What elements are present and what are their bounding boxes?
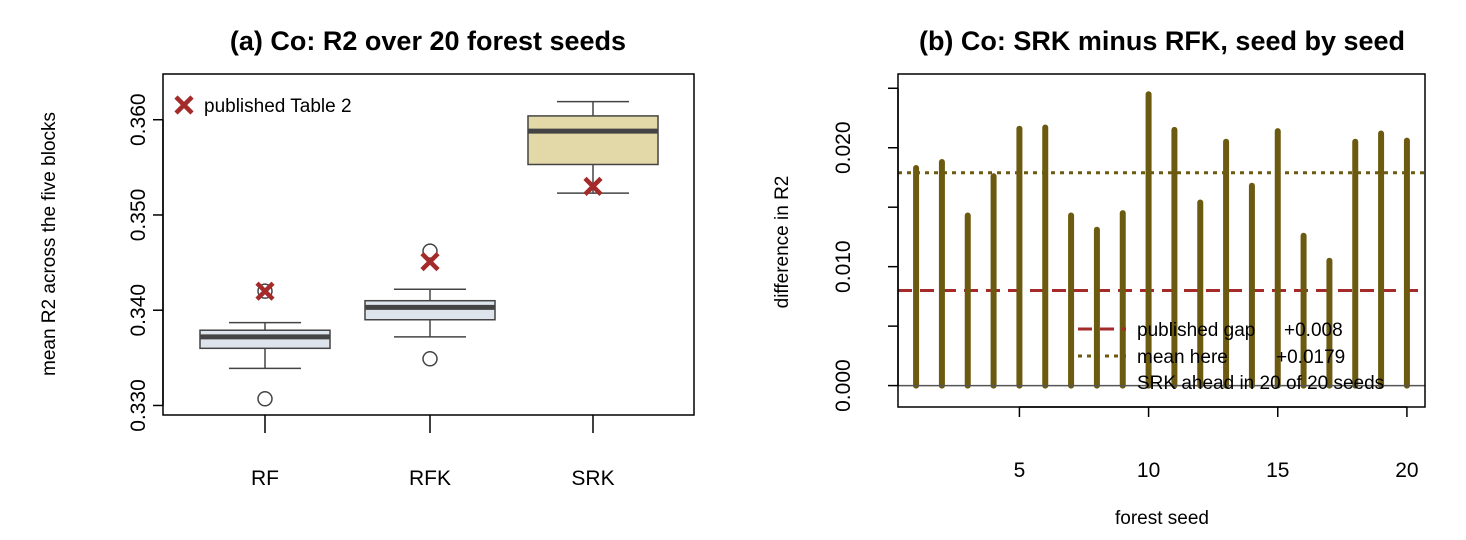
- panel-b-x-axis: 5 10 15 20: [1014, 406, 1419, 482]
- panel-a-boxes: [199, 100, 659, 407]
- panel-b-y-tick-label: 0.010: [832, 240, 855, 293]
- published-marker-stroke-2: [255, 281, 275, 301]
- panel-a-x-axis: RF RFK SRK: [251, 415, 615, 490]
- box-rf: [199, 281, 331, 407]
- published-marker: [255, 281, 275, 301]
- box-srk: [527, 100, 659, 196]
- legend-published-gap-value: +0.008: [1284, 320, 1343, 341]
- box-rfk: [364, 243, 496, 367]
- published-marker: [420, 252, 440, 272]
- x-tick-label-rfk: RFK: [409, 467, 451, 490]
- panel-a-y-tick-label: 0.330: [127, 379, 150, 432]
- panel-b-x-tick-label: 10: [1137, 459, 1160, 482]
- panel-a-y-tick-label: 0.360: [127, 93, 150, 146]
- legend-mean-label: mean here: [1137, 347, 1228, 368]
- panel-b-y-tick-label: 0.020: [832, 121, 855, 174]
- outlier-point: [257, 283, 273, 299]
- panel-b-bars: [913, 91, 1410, 389]
- panel-a-y-tick-label: 0.350: [127, 189, 150, 242]
- legend-mean-value: +0.0179: [1276, 347, 1345, 368]
- panel-a-y-axis: 0.330 0.340 0.350 0.360: [127, 93, 164, 432]
- panel-b-reference-lines: [898, 171, 1425, 292]
- panel-a: (a) Co: R2 over 20 forest seeds 0.3300.3…: [39, 26, 695, 490]
- iqr-box: [527, 115, 659, 166]
- published-marker-stroke-2: [583, 176, 603, 196]
- panel-b-legend: published gap +0.008 mean here +0.0179 S…: [1078, 320, 1384, 394]
- legend-published-marker: [174, 95, 194, 115]
- panel-b-title: (b) Co: SRK minus RFK, seed by seed: [919, 26, 1405, 56]
- panel-b-y-axis: 0.000 0.010 0.020: [832, 87, 899, 412]
- x-tick-label-rf: RF: [251, 467, 279, 490]
- outlier-point: [422, 351, 438, 367]
- panel-a-y-tick-label: 0.340: [127, 284, 150, 337]
- legend-published-cross-stroke-2: [174, 95, 194, 115]
- panel-b-x-tick-label: 15: [1266, 459, 1289, 482]
- panel-a-legend: published Table 2: [174, 95, 352, 117]
- legend-published-label: published Table 2: [204, 96, 352, 117]
- x-tick-label-srk: SRK: [571, 467, 614, 490]
- panel-a-y-axis-label: mean R2 across the five blocks: [39, 112, 60, 376]
- published-marker-stroke-2: [420, 252, 440, 272]
- published-marker: [583, 176, 603, 196]
- legend-published-cross: [174, 95, 194, 115]
- iqr-box: [364, 299, 496, 321]
- outlier-point: [257, 391, 273, 407]
- legend-note: SRK ahead in 20 of 20 seeds: [1137, 373, 1384, 394]
- panel-b-x-axis-label: forest seed: [1115, 508, 1209, 529]
- panel-b-x-tick-label: 20: [1395, 459, 1418, 482]
- panel-a-title: (a) Co: R2 over 20 forest seeds: [230, 26, 626, 56]
- panel-b-x-tick-label: 5: [1014, 459, 1026, 482]
- panel-b: (b) Co: SRK minus RFK, seed by seed 0.00…: [772, 26, 1426, 529]
- legend-published-gap-label: published gap: [1137, 320, 1255, 341]
- panel-b-y-tick-label: 0.000: [832, 359, 855, 412]
- panel-b-y-axis-label: difference in R2: [772, 176, 793, 309]
- outlier-point: [422, 243, 438, 259]
